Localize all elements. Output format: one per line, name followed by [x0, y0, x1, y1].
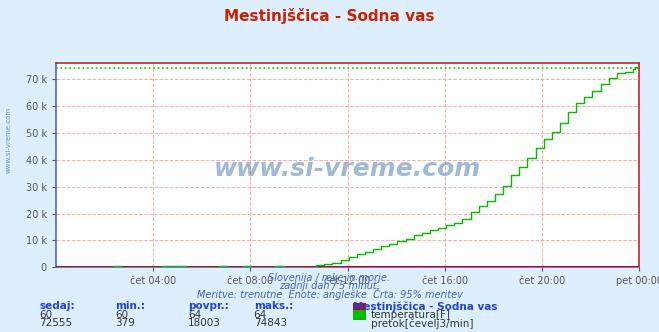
Text: temperatura[F]: temperatura[F]: [371, 310, 451, 320]
Text: 64: 64: [254, 310, 267, 320]
Text: 60: 60: [115, 310, 129, 320]
Text: zadnji dan / 5 minut.: zadnji dan / 5 minut.: [279, 281, 380, 290]
Text: 379: 379: [115, 318, 135, 328]
Text: 72555: 72555: [40, 318, 72, 328]
Text: www.si-vreme.com: www.si-vreme.com: [214, 157, 481, 181]
Text: Mestinjščica - Sodna vas: Mestinjščica - Sodna vas: [224, 8, 435, 24]
Text: www.si-vreme.com: www.si-vreme.com: [5, 106, 12, 173]
Text: pretok[čevelj3/min]: pretok[čevelj3/min]: [371, 318, 474, 329]
Text: povpr.:: povpr.:: [188, 301, 229, 311]
Text: Slovenija / reke in morje.: Slovenija / reke in morje.: [268, 273, 391, 283]
Text: maks.:: maks.:: [254, 301, 293, 311]
Text: Meritve: trenutne  Enote: angleške  Črta: 95% meritev: Meritve: trenutne Enote: angleške Črta: …: [196, 288, 463, 300]
Text: sedaj:: sedaj:: [40, 301, 75, 311]
Text: 74843: 74843: [254, 318, 287, 328]
Text: Mestinjščica - Sodna vas: Mestinjščica - Sodna vas: [353, 301, 497, 312]
Text: 64: 64: [188, 310, 201, 320]
Text: 18003: 18003: [188, 318, 221, 328]
Text: 60: 60: [40, 310, 53, 320]
Text: min.:: min.:: [115, 301, 146, 311]
